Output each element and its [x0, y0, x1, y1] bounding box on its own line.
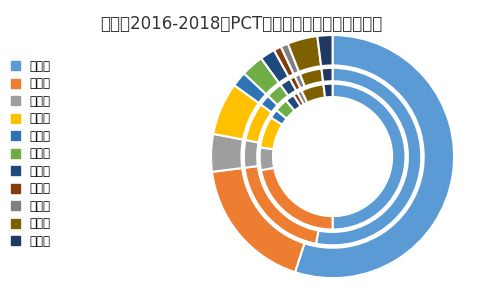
Wedge shape — [260, 117, 282, 149]
Wedge shape — [244, 166, 319, 244]
Wedge shape — [211, 134, 243, 172]
Wedge shape — [213, 85, 259, 139]
Wedge shape — [286, 95, 301, 111]
Wedge shape — [294, 93, 304, 106]
Wedge shape — [295, 35, 454, 278]
Wedge shape — [316, 68, 421, 245]
Wedge shape — [274, 47, 294, 77]
Wedge shape — [271, 110, 287, 125]
Wedge shape — [276, 100, 295, 119]
Wedge shape — [261, 96, 278, 112]
Wedge shape — [212, 168, 305, 272]
Wedge shape — [300, 69, 323, 86]
Wedge shape — [244, 58, 279, 94]
Wedge shape — [288, 36, 321, 72]
Wedge shape — [281, 79, 296, 96]
Wedge shape — [281, 44, 299, 74]
Wedge shape — [244, 140, 258, 168]
Wedge shape — [260, 147, 274, 170]
Wedge shape — [295, 74, 305, 88]
Wedge shape — [297, 91, 307, 104]
Wedge shape — [317, 35, 333, 66]
Wedge shape — [323, 84, 333, 97]
Legend: 杭州市, 宁波市, 温州市, 嘉兴市, 湖州市, 绍兴市, 金华市, 衢州市, 舟山市, 台州市, 丽水市: 杭州市, 宁波市, 温州市, 嘉兴市, 湖州市, 绍兴市, 金华市, 衢州市, … — [11, 60, 51, 248]
Wedge shape — [234, 73, 266, 103]
Wedge shape — [261, 168, 333, 229]
Wedge shape — [268, 85, 288, 105]
Wedge shape — [302, 84, 325, 103]
Text: 浙江省2016-2018年PCT国际专利申请区域分布情况: 浙江省2016-2018年PCT国际专利申请区域分布情况 — [100, 14, 382, 32]
Wedge shape — [321, 68, 333, 82]
Wedge shape — [261, 50, 289, 83]
Wedge shape — [333, 84, 405, 229]
Wedge shape — [245, 104, 272, 142]
Wedge shape — [290, 76, 300, 90]
